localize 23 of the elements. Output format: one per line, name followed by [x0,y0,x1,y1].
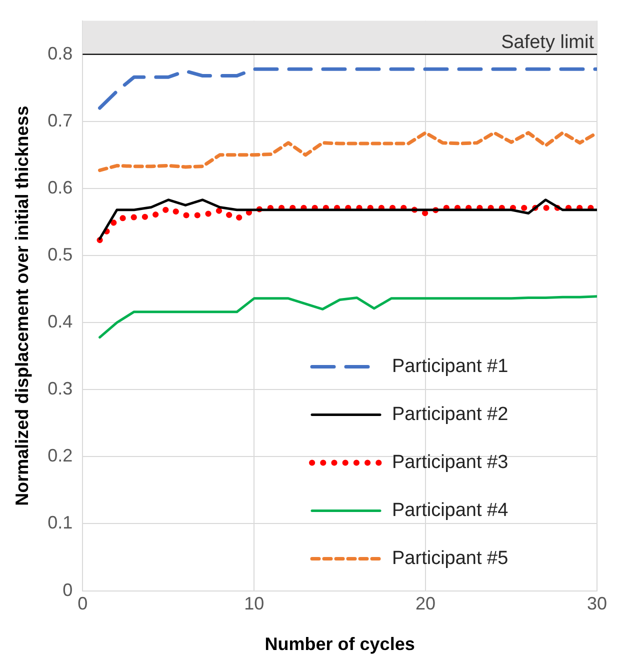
legend-label: Participant #3 [392,452,508,474]
x-tick-label: 0 [78,594,88,614]
legend-label: Participant #5 [392,548,508,570]
x-tick-label: 20 [416,594,436,614]
y-tick-label: 0.5 [48,244,73,264]
y-tick-label: 0 [62,580,73,600]
ref-line-label: Safety limit [501,32,595,54]
y-tick-label: 0.7 [48,110,73,130]
y-tick-label: 0.2 [48,446,73,466]
y-tick-label: 0.6 [48,177,73,198]
legend-label: Participant #4 [392,500,509,522]
legend-label: Participant #2 [392,404,508,426]
y-axis-title: Normalized displacement over initial thickness [12,106,32,506]
y-tick-label: 0.8 [48,43,73,64]
y-tick-label: 0.1 [48,512,73,533]
x-tick-label: 10 [244,594,264,614]
y-tick-label: 0.3 [48,378,73,399]
y-tick-label: 0.4 [48,312,73,332]
line-series [98,67,597,110]
x-axis-title: Number of cycles [264,634,415,654]
x-tick-label: 30 [586,594,608,614]
line-series [98,131,597,172]
legend-label: Participant #1 [392,356,508,378]
